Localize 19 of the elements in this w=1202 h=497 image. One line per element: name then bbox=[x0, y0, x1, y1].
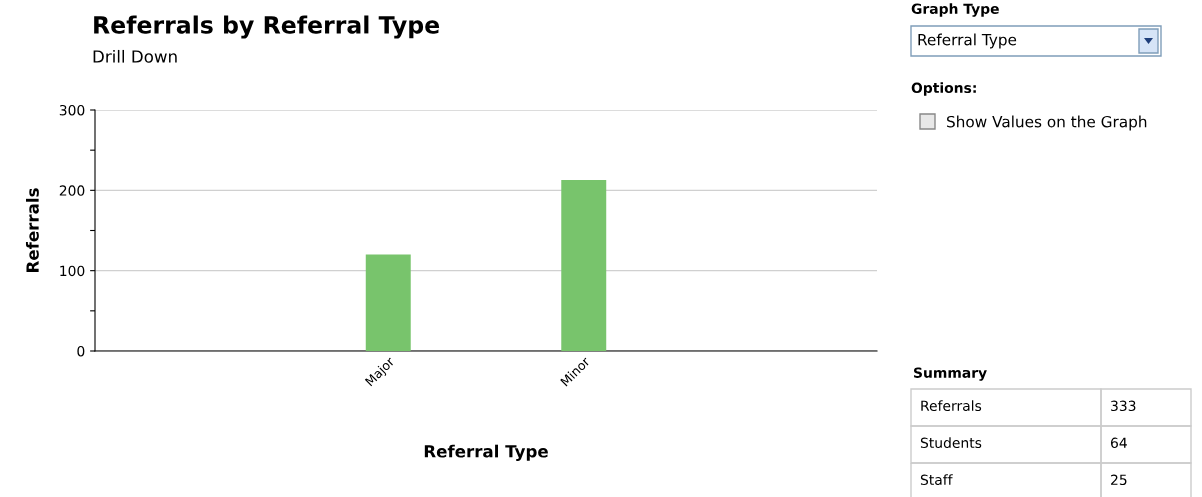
text: Referrals bbox=[921, 400, 982, 412]
y-tick-label: 300 bbox=[59, 104, 85, 116]
x-axis-title: Referral Type bbox=[424, 444, 548, 461]
chart-subtitle: Drill Down bbox=[93, 49, 177, 63]
text: Show Values on the Graph bbox=[947, 115, 1147, 131]
text: Students bbox=[920, 437, 982, 449]
text: Summary bbox=[914, 367, 987, 381]
text: 64 bbox=[1110, 437, 1127, 449]
y-tick-label: 200 bbox=[59, 185, 85, 196]
chart-title: Referrals by Referral Type bbox=[94, 15, 440, 39]
text: 25 bbox=[1111, 474, 1127, 486]
text: 333 bbox=[1111, 400, 1136, 412]
text: Options: bbox=[911, 82, 976, 96]
text: Referral Type bbox=[918, 33, 1017, 49]
y-tick-label: 0 bbox=[77, 345, 85, 357]
text: Graph Type bbox=[911, 3, 999, 17]
text: Staff bbox=[920, 474, 953, 486]
y-axis-title: Referrals bbox=[25, 188, 39, 272]
y-tick-label: 100 bbox=[60, 265, 85, 277]
